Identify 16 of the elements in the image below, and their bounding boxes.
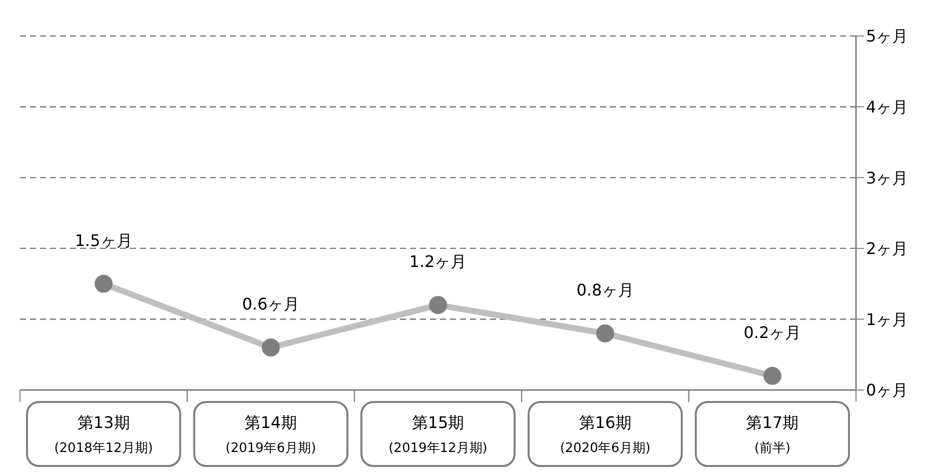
x-tick-label: 第15期 (2019年12月期): [388, 413, 488, 456]
data-label: 0.8ヶ月: [576, 280, 634, 300]
y-tick-label: 3ヶ月: [866, 168, 908, 188]
y-tick-label: 2ヶ月: [866, 239, 908, 258]
y-tick-label: 4ヶ月: [866, 97, 908, 116]
y-tick-label: 1ヶ月: [866, 310, 908, 329]
x-tick-label: 第17期 (前半): [746, 413, 799, 456]
y-tick-label: 0ヶ月: [866, 380, 908, 400]
y-tick-label: 5ヶ月: [866, 26, 908, 46]
data-label: 0.2ヶ月: [744, 322, 802, 342]
x-tick-label: 第14期 (2019年6月期): [226, 413, 316, 456]
data-label: 0.6ヶ月: [242, 294, 300, 314]
x-tick-label: 第13期 (2018年12月期): [54, 413, 153, 456]
x-tick-label: 第16期 (2020年6月期): [560, 413, 650, 456]
data-label: 1.5ヶ月: [74, 230, 132, 250]
data-label: 1.2ヶ月: [409, 252, 467, 272]
